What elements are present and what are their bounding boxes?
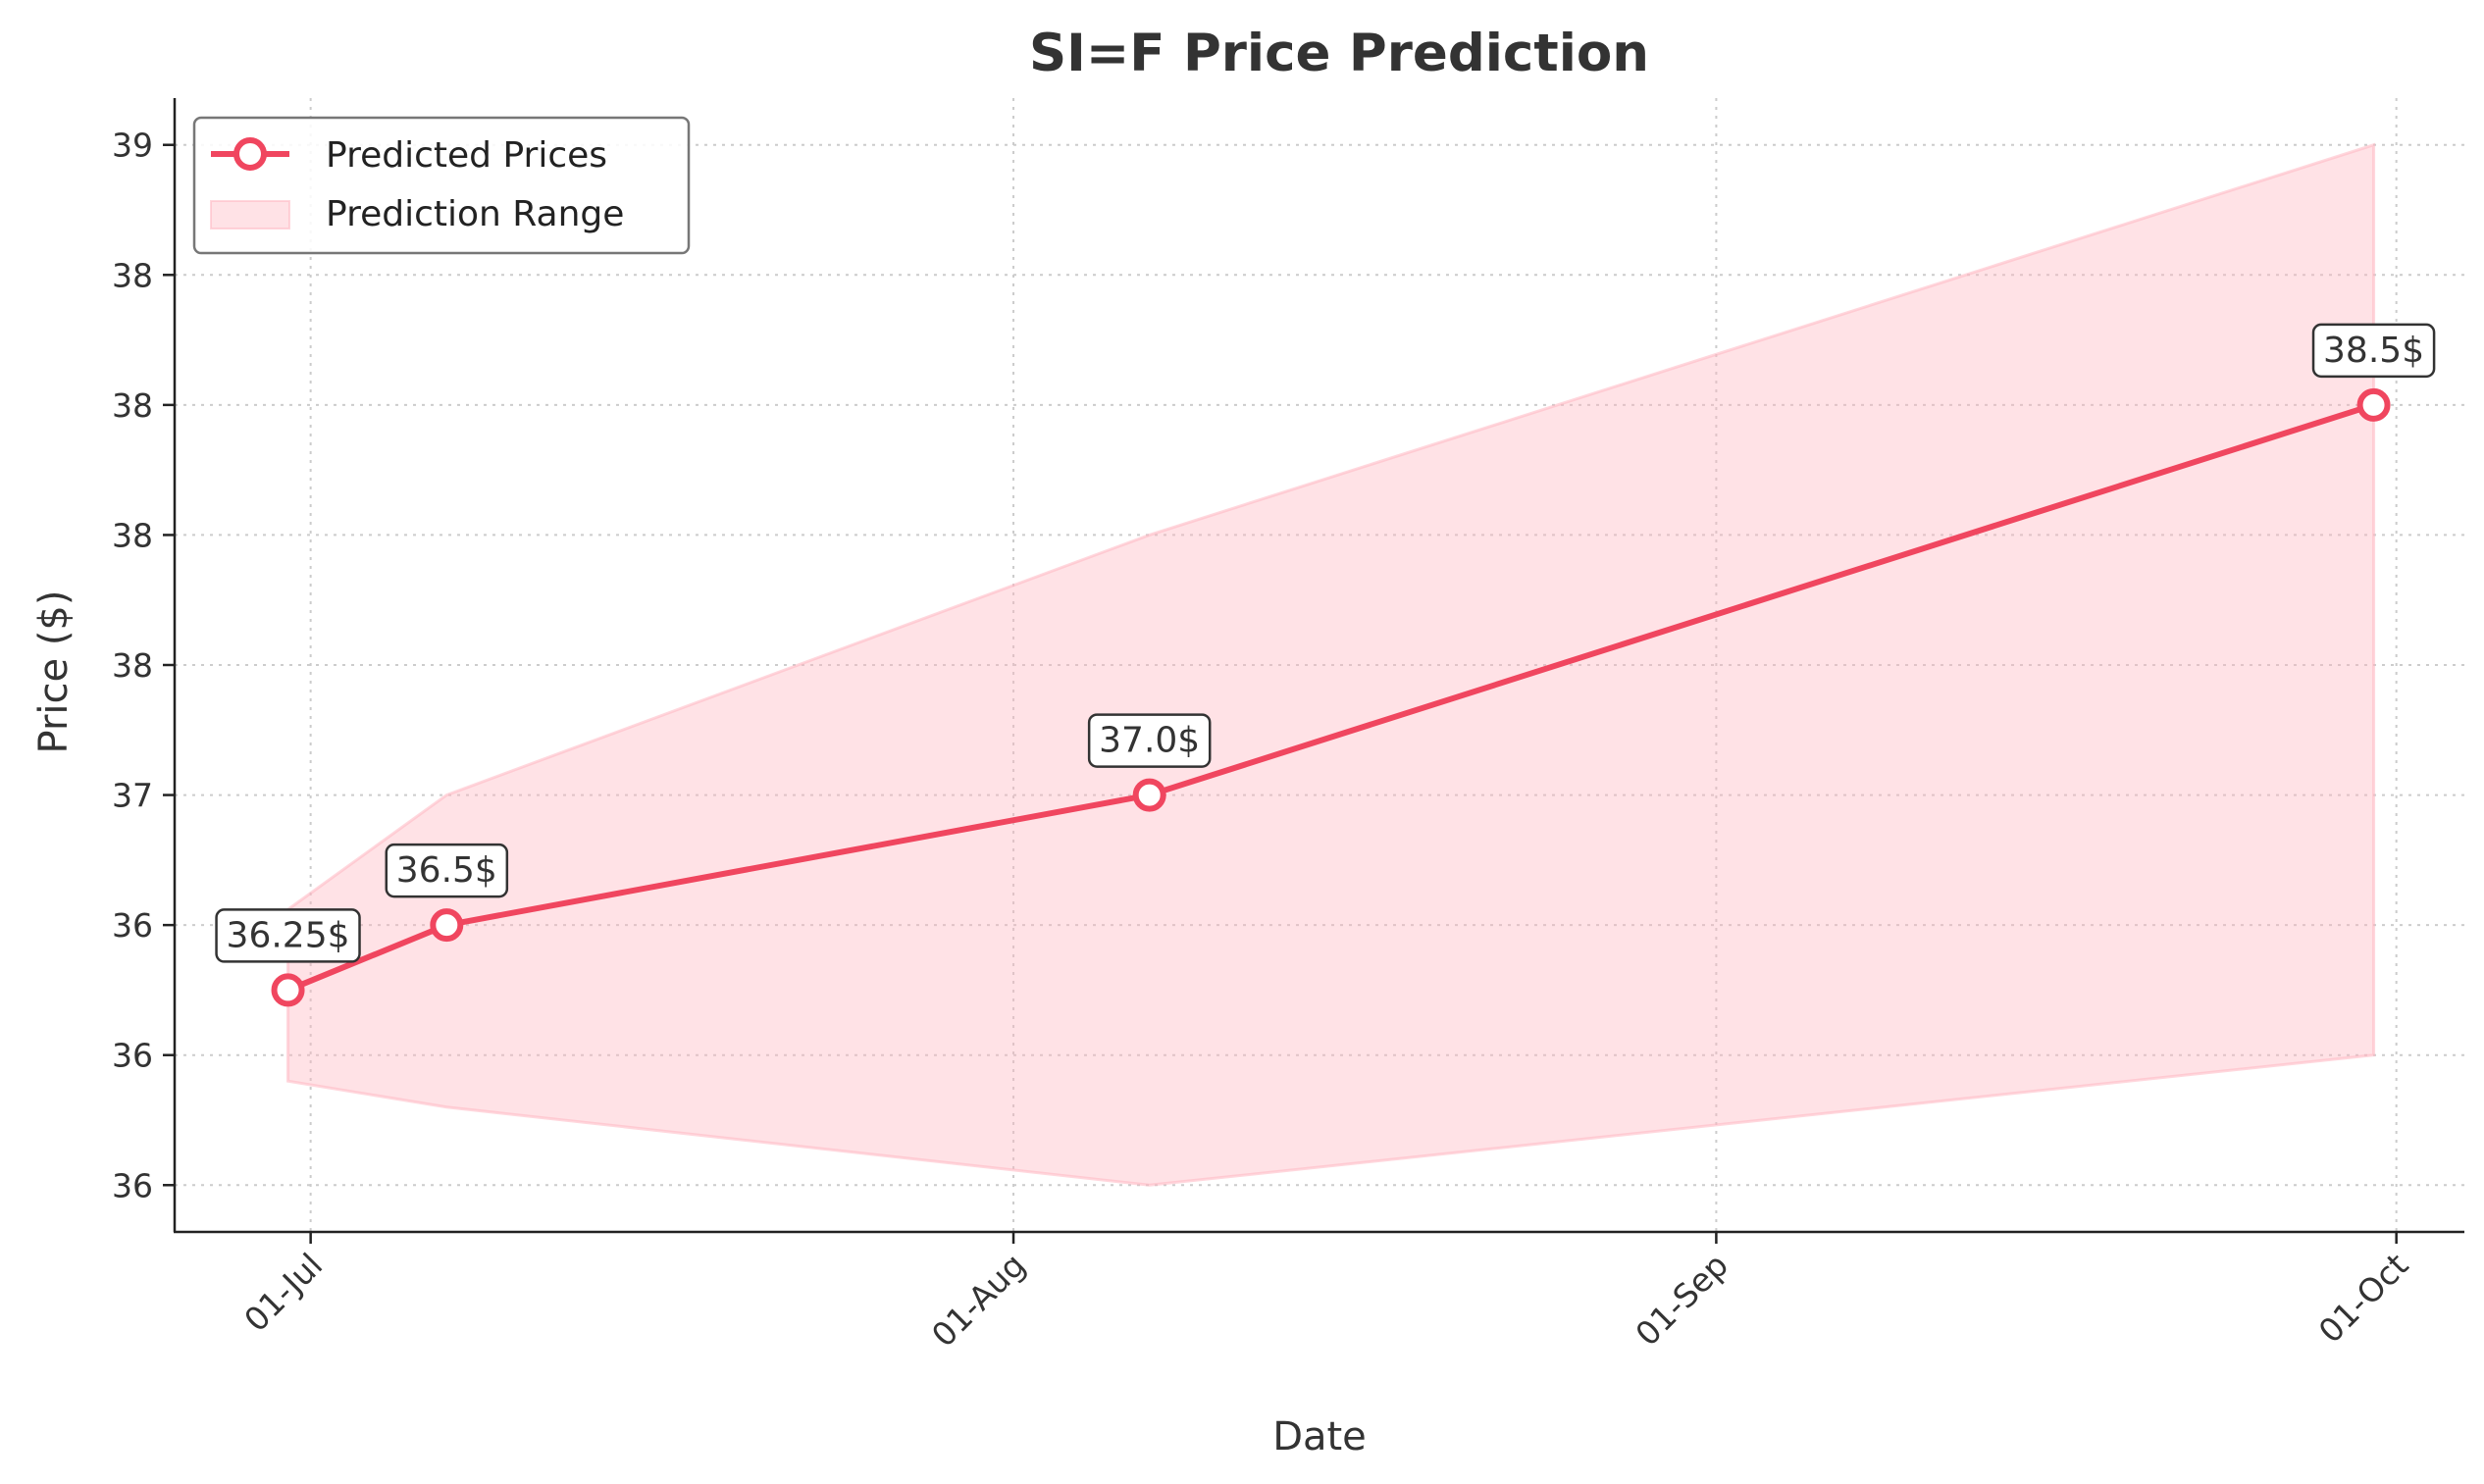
y-tick-label: 38	[112, 386, 153, 425]
legend-entry-predicted-prices: Predicted Prices	[326, 135, 607, 176]
y-tick-label: 38	[112, 646, 153, 685]
data-point	[430, 908, 464, 943]
data-label-box	[2311, 323, 2436, 379]
legend-range-swatch	[210, 200, 290, 230]
prediction-range-band	[286, 142, 2376, 1187]
data-label-text: 36.5$	[396, 850, 497, 891]
data-point	[1132, 778, 1166, 812]
legend-marker-swatch	[233, 137, 267, 171]
x-tick-label: 01-Sep	[1628, 1246, 1735, 1354]
y-axis-ticks: 36 36 36 37 38 38 38 38 39	[112, 127, 175, 1204]
y-tick-label: 36	[112, 1037, 153, 1075]
data-label-text: 38.5$	[2323, 331, 2424, 371]
x-axis-ticks: 01-Jul 01-Aug 01-Sep 01-Oct	[236, 1232, 2415, 1355]
legend-frame	[192, 116, 691, 255]
predicted-prices-line	[286, 402, 2375, 994]
x-tick-label: 01-Oct	[2311, 1246, 2416, 1351]
data-label-text: 37.0$	[1099, 721, 1200, 761]
legend: Predicted Prices Prediction Range	[192, 116, 691, 255]
data-label-box	[1087, 713, 1212, 768]
data-label: 36.5$	[385, 843, 509, 898]
data-label: 37.0$	[1087, 713, 1212, 768]
y-tick-label: 36	[112, 906, 153, 945]
y-tick-label: 37	[112, 777, 153, 815]
data-label: 36.25$	[215, 908, 361, 963]
y-tick-label: 36	[112, 1166, 153, 1204]
data-point	[2356, 387, 2391, 422]
data-label-text: 36.25$	[227, 915, 350, 955]
data-point	[271, 973, 305, 1007]
x-axis-label: Date	[1272, 1414, 1367, 1459]
y-tick-label: 38	[112, 256, 153, 294]
data-labels: 36.25$ 36.5$ 37.0$ 38.5$	[215, 323, 2436, 963]
chart-title: SI=F Price Prediction	[1029, 24, 1649, 83]
y-tick-label: 39	[112, 127, 153, 165]
x-tick-label: 01-Aug	[924, 1246, 1033, 1355]
data-label-box	[215, 908, 361, 963]
predicted-prices-points	[271, 387, 2391, 1007]
predicted-prices-series	[286, 402, 2375, 994]
y-tick-label: 38	[112, 516, 153, 554]
data-label-box	[385, 843, 509, 898]
y-axis-label: Price ($)	[31, 590, 77, 754]
x-tick-label: 01-Jul	[236, 1246, 330, 1339]
grid-lines	[175, 98, 2464, 1232]
legend-entry-prediction-range: Prediction Range	[326, 194, 624, 234]
data-label: 38.5$	[2311, 323, 2436, 379]
prediction-range-area	[286, 142, 2376, 1187]
